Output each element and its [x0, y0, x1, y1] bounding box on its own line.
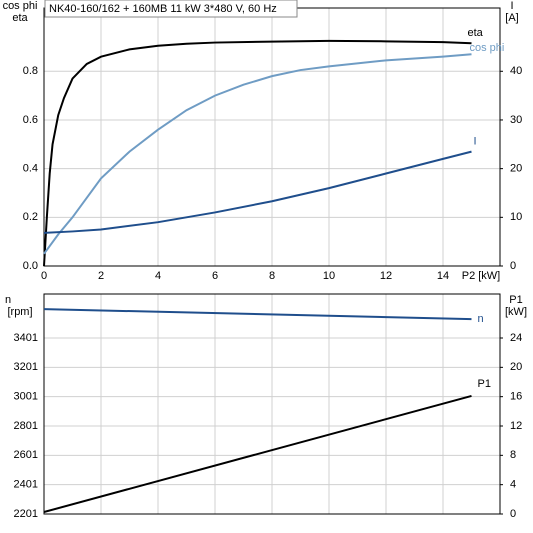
series-line	[43, 53, 472, 255]
y2-tick-label: 16	[510, 391, 522, 403]
y-axis-label: n	[5, 294, 11, 306]
series-line	[43, 150, 472, 234]
series-line	[43, 39, 472, 267]
y2-tick-label: 20	[510, 361, 522, 373]
chart-title: NK40-160/162 + 160MB 11 kW 3*480 V, 60 H…	[49, 3, 277, 15]
y2-tick-label: 24	[510, 332, 522, 344]
y2-tick-label: 0	[510, 508, 516, 520]
x-tick-label: 10	[323, 270, 335, 282]
y2-tick-label: 12	[510, 420, 522, 432]
series-label: cos phi	[470, 42, 505, 54]
x-tick-label: 0	[41, 270, 47, 282]
y-tick-label: 2201	[14, 508, 38, 520]
y-tick-label: 0.6	[23, 114, 38, 126]
x-tick-label: 6	[212, 270, 218, 282]
y-tick-label: 3201	[14, 361, 38, 373]
y-tick-label: 2601	[14, 449, 38, 461]
y-tick-label: 2401	[14, 479, 38, 491]
series-label: n	[478, 313, 484, 325]
x-tick-label: 2	[98, 270, 104, 282]
y-axis-label: eta	[12, 12, 28, 24]
y-axis-label: [rpm]	[7, 306, 32, 318]
y2-tick-label: 4	[510, 479, 516, 491]
x-tick-label: 14	[437, 270, 449, 282]
series-line	[43, 394, 472, 513]
y2-tick-label: 20	[510, 163, 522, 175]
y2-tick-label: 8	[510, 449, 516, 461]
y-tick-label: 3401	[14, 332, 38, 344]
y-tick-label: 0.8	[23, 65, 38, 77]
y-tick-label: 2801	[14, 420, 38, 432]
x-tick-label: 4	[155, 270, 161, 282]
y2-axis-label: P1	[509, 294, 522, 306]
y2-tick-label: 30	[510, 114, 522, 126]
x-axis-label: P2 [kW]	[462, 270, 501, 282]
x-tick-label: 12	[380, 270, 392, 282]
y-tick-label: 3001	[14, 391, 38, 403]
y-axis-label: cos phi	[3, 0, 38, 12]
y2-tick-label: 40	[510, 65, 522, 77]
y-tick-label: 0.2	[23, 211, 38, 223]
x-tick-label: 8	[269, 270, 275, 282]
title-box	[44, 0, 298, 18]
y-tick-label: 0.0	[23, 260, 38, 272]
y2-tick-label: 0	[510, 260, 516, 272]
y2-axis-label: I	[510, 0, 513, 12]
y2-tick-label: 10	[510, 211, 522, 223]
series-line	[43, 308, 472, 321]
y2-axis-label: [kW]	[505, 306, 527, 318]
series-label: P1	[478, 378, 491, 390]
plot-frame	[43, 293, 501, 515]
series-label: eta	[468, 27, 484, 39]
y-tick-label: 0.4	[23, 163, 38, 175]
y2-axis-label: [A]	[505, 12, 518, 24]
series-label: I	[474, 136, 477, 148]
